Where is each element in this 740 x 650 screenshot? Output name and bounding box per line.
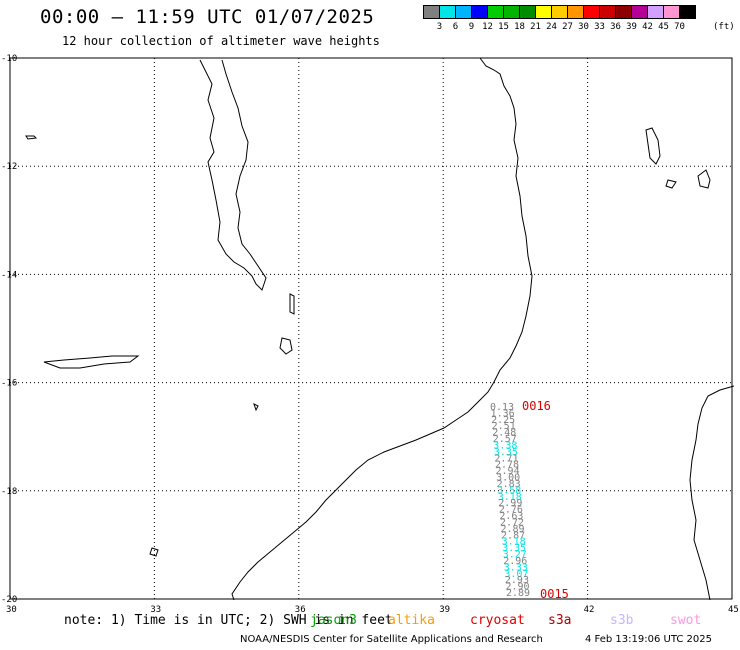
color-scale [423, 5, 696, 19]
wave-height-value: 2.96 [503, 556, 527, 567]
wave-height-value: 2.25 [491, 415, 515, 426]
wave-height-value: 2.94 [496, 466, 520, 477]
wave-height-value: 3.00 [496, 473, 520, 484]
satellite-legend-item: altika [388, 613, 435, 628]
lake-outline [279, 337, 293, 355]
longitude-tick-label: 30 [6, 605, 17, 615]
altimeter-pass: 0.131.362.252.512.482.573.383.352.712.78… [490, 402, 530, 599]
mainland-coastline [231, 57, 533, 601]
color-scale-label: 24 [546, 22, 557, 32]
wave-height-value: 2.63 [499, 511, 523, 522]
latitude-tick-label: -20 [1, 595, 17, 605]
lake-outline [43, 355, 140, 369]
lake-outline [289, 293, 295, 315]
wave-height-value: 3.18 [498, 492, 522, 503]
color-scale-label: 42 [642, 22, 653, 32]
wave-height-value: 2.57 [493, 434, 517, 445]
color-swatch [679, 5, 696, 19]
wave-height-value: 2.99 [498, 498, 522, 509]
satellite-legend-item: cryosat [470, 613, 525, 628]
generated-timestamp: 4 Feb 13:19:06 UTC 2025 [585, 634, 712, 645]
color-scale-label: 18 [514, 22, 525, 32]
color-scale-label: 70 [674, 22, 685, 32]
latitude-tick-label: -10 [1, 54, 17, 64]
color-scale-label: 45 [658, 22, 669, 32]
wave-height-value: 2.72 [500, 517, 524, 528]
wave-height-value: 3.07 [504, 569, 528, 580]
latitude-tick-label: -18 [1, 487, 17, 497]
color-scale-label: 6 [452, 22, 459, 32]
graticule [10, 58, 732, 599]
longitude-tick-label: 45 [728, 605, 739, 615]
color-scale-label: 30 [578, 22, 589, 32]
latitude-tick-label: -12 [1, 162, 17, 172]
longitude-tick-label: 42 [584, 605, 595, 615]
wave-height-value: 2.83 [497, 479, 521, 490]
wave-height-value: 3.18 [502, 537, 526, 548]
footer-note: note: 1) Time is in UTC; 2) SWH is in fe… [64, 613, 393, 628]
comoros-island [645, 127, 661, 165]
wave-height-value: 3.38 [493, 440, 517, 451]
map-title: 00:00 – 11:59 UTC 01/07/2025 [40, 6, 375, 28]
coastlines [25, 57, 735, 601]
color-scale-label: 21 [530, 22, 541, 32]
wave-height-value: 2.90 [505, 582, 529, 593]
wave-height-value: 2.78 [495, 460, 519, 471]
wave-height-value: 1.36 [491, 408, 515, 419]
wave-height-value: 3.58 [497, 485, 521, 496]
wave-height-value: 2.89 [506, 588, 530, 599]
map-subtitle: 12 hour collection of altimeter wave hei… [62, 34, 380, 48]
color-scale-unit: (ft) [713, 22, 735, 32]
comoros-island [697, 169, 711, 189]
color-scale-label: 33 [594, 22, 605, 32]
lake-outline [253, 403, 259, 412]
wave-height-value: 3.27 [503, 550, 527, 561]
longitude-tick-label: 33 [150, 605, 161, 615]
wave-height-value: 2.76 [499, 505, 523, 516]
wave-height-value: 0.13 [490, 402, 514, 413]
comoros-island [665, 179, 677, 189]
pass-start-time: 0016 [522, 399, 551, 413]
wave-height-value: 2.89 [500, 524, 524, 535]
color-scale-label: 9 [468, 22, 475, 32]
wave-height-value: 3.35 [502, 543, 526, 554]
lake-outline [25, 135, 38, 140]
latitude-tick-label: -16 [1, 379, 17, 389]
wave-height-value: 2.51 [492, 421, 516, 432]
satellite-legend-item: s3a [548, 613, 572, 628]
color-scale-label: 27 [562, 22, 573, 32]
credit-line: NOAA/NESDIS Center for Satellite Applica… [240, 634, 543, 645]
color-scale-label: 15 [498, 22, 509, 32]
satellite-legend-item: swot [670, 613, 702, 628]
satellite-legend-item: jason3 [310, 613, 357, 628]
lake-outline [149, 547, 159, 557]
satellite-legend-item: s3b [610, 613, 634, 628]
color-scale-label: 39 [626, 22, 637, 32]
color-scale-label: 36 [610, 22, 621, 32]
wave-height-value: 2.93 [505, 575, 529, 586]
madagascar-coastline [689, 385, 735, 601]
longitude-tick-label: 36 [295, 605, 306, 615]
longitude-tick-label: 39 [439, 605, 450, 615]
wave-height-value: 2.87 [501, 530, 525, 541]
map-frame [9, 57, 733, 600]
wave-height-value: 2.48 [492, 428, 516, 439]
latitude-tick-label: -14 [1, 270, 17, 280]
color-scale-label: 12 [482, 22, 493, 32]
pass-end-time: 0015 [540, 587, 569, 601]
wave-height-value: 2.71 [494, 453, 518, 464]
wave-height-value: 3.35 [494, 447, 518, 458]
axis-ticks: 30 33 36 39 42 45 -10 -12 -14 -16 -18 -20 [1, 54, 739, 615]
color-scale-label: 3 [436, 22, 443, 32]
lake-malawi-outline [199, 59, 267, 291]
wave-height-value: 3.33 [504, 562, 528, 573]
